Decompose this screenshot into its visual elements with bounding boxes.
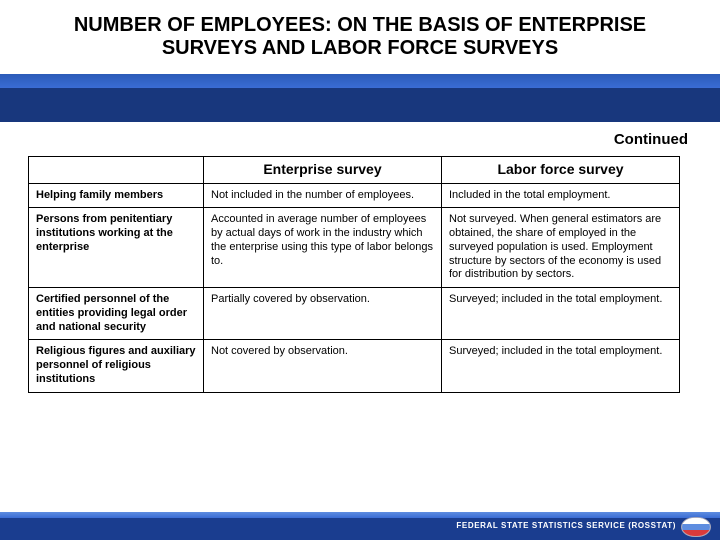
cell-labor: Not surveyed. When general estimators ar… [442,208,680,288]
title-underline-band [0,74,720,122]
cell-enterprise: Accounted in average number of employees… [204,208,442,288]
table-row: Persons from penitentiary institutions w… [29,208,680,288]
rosstat-logo-icon [682,518,710,536]
cell-labor: Surveyed; included in the total employme… [442,340,680,392]
footer-band: FEDERAL STATE STATISTICS SERVICE (ROSSTA… [0,512,720,540]
cell-enterprise: Not included in the number of employees. [204,183,442,208]
table-row: Helping family members Not included in t… [29,183,680,208]
col-header-enterprise: Enterprise survey [204,157,442,184]
cell-category: Helping family members [29,183,204,208]
table-row: Religious figures and auxiliary personne… [29,340,680,392]
cell-enterprise: Partially covered by observation. [204,288,442,340]
cell-category: Religious figures and auxiliary personne… [29,340,204,392]
cell-labor: Surveyed; included in the total employme… [442,288,680,340]
comparison-table: Enterprise survey Labor force survey Hel… [28,156,680,393]
cell-labor: Included in the total employment. [442,183,680,208]
continued-label: Continued [614,131,688,148]
table-row: Certified personnel of the entities prov… [29,288,680,340]
cell-category: Certified personnel of the entities prov… [29,288,204,340]
col-header-labor: Labor force survey [442,157,680,184]
cell-category: Persons from penitentiary institutions w… [29,208,204,288]
col-header-category [29,157,204,184]
footer-text: FEDERAL STATE STATISTICS SERVICE (ROSSTA… [456,521,676,530]
table-header-row: Enterprise survey Labor force survey [29,157,680,184]
slide: NUMBER OF EMPLOYEES: ON THE BASIS OF ENT… [0,0,720,540]
slide-title: NUMBER OF EMPLOYEES: ON THE BASIS OF ENT… [0,14,720,60]
cell-enterprise: Not covered by observation. [204,340,442,392]
